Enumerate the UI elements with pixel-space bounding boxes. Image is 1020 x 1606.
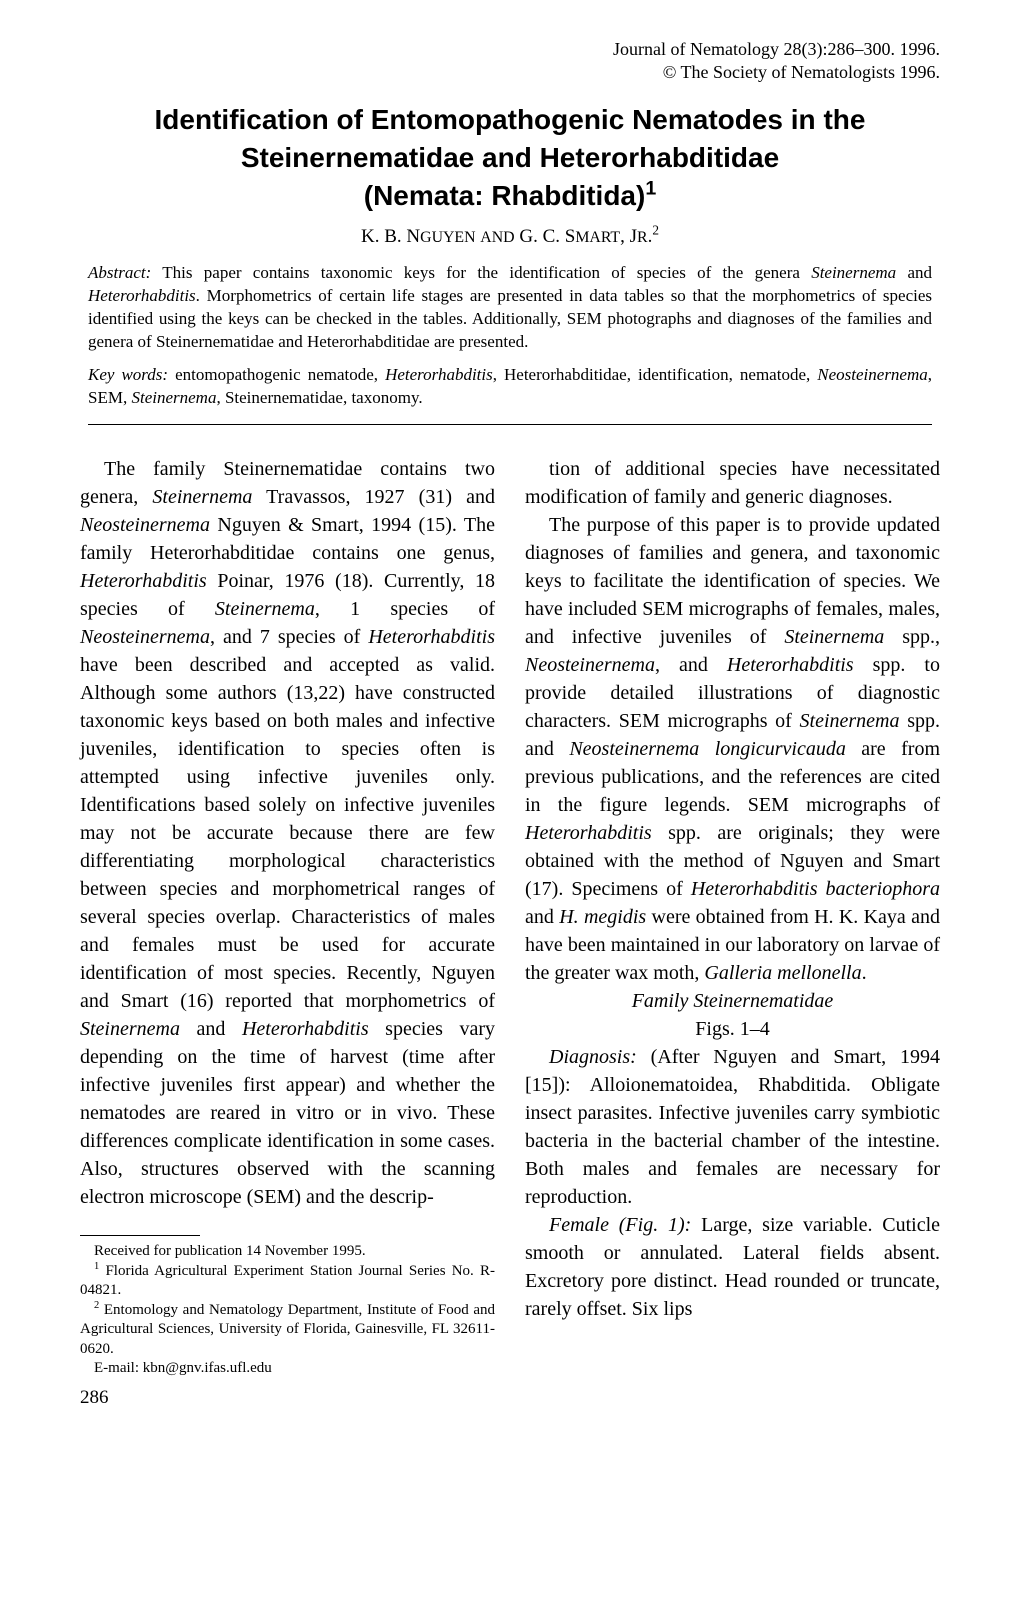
keywords-text: entomopathogenic nematode, Heterorhabdit… (88, 365, 932, 407)
body-paragraph: tion of additional species have necessit… (525, 455, 940, 511)
right-column: tion of additional species have necessit… (525, 455, 940, 1411)
footnote-rule (80, 1235, 200, 1236)
body-paragraph: The purpose of this paper is to provide … (525, 511, 940, 987)
section-heading: Family Steinernematidae (525, 987, 940, 1015)
section-rule (88, 424, 932, 425)
title-line-3: (Nemata: Rhabditida) (364, 180, 646, 211)
footnote-2: 2 Entomology and Nematology Department, … (80, 1301, 495, 1360)
keywords-label: Key words: (88, 365, 168, 384)
body-paragraph: Diagnosis: (After Nguyen and Smart, 1994… (525, 1043, 940, 1211)
header-meta: Journal of Nematology 28(3):286–300. 199… (80, 38, 940, 83)
title-footnote-mark: 1 (645, 177, 656, 199)
page: Journal of Nematology 28(3):286–300. 199… (0, 0, 1020, 1606)
figures-reference: Figs. 1–4 (525, 1015, 940, 1043)
page-number: 286 (80, 1385, 495, 1412)
copyright-line: © The Society of Nematologists 1996. (80, 61, 940, 84)
body-paragraph: The family Steinernematidae contains two… (80, 455, 495, 1211)
footnotes: Received for publication 14 November 199… (80, 1242, 495, 1379)
journal-reference: Journal of Nematology 28(3):286–300. 199… (80, 38, 940, 61)
article-title: Identification of Entomopathogenic Nemat… (110, 101, 910, 214)
title-line-1: Identification of Entomopathogenic Nemat… (155, 104, 866, 135)
body-columns: The family Steinernematidae contains two… (80, 455, 940, 1411)
footnote-email: E-mail: kbn@gnv.ifas.ufl.edu (80, 1359, 495, 1379)
keywords: Key words: entomopathogenic nematode, He… (88, 364, 932, 410)
footnote-1: 1 Florida Agricultural Experiment Statio… (80, 1262, 495, 1301)
footnote-received: Received for publication 14 November 199… (80, 1242, 495, 1262)
author-line: K. B. NGUYEN AND G. C. SMART, JR.2 (80, 226, 940, 248)
abstract-text: This paper contains taxonomic keys for t… (88, 263, 932, 351)
title-line-2: Steinernematidae and Heterorhabditidae (241, 142, 779, 173)
body-paragraph: Female (Fig. 1): Large, size variable. C… (525, 1211, 940, 1323)
abstract-label: Abstract: (88, 263, 151, 282)
left-column: The family Steinernematidae contains two… (80, 455, 495, 1411)
abstract: Abstract: This paper contains taxonomic … (88, 262, 932, 354)
